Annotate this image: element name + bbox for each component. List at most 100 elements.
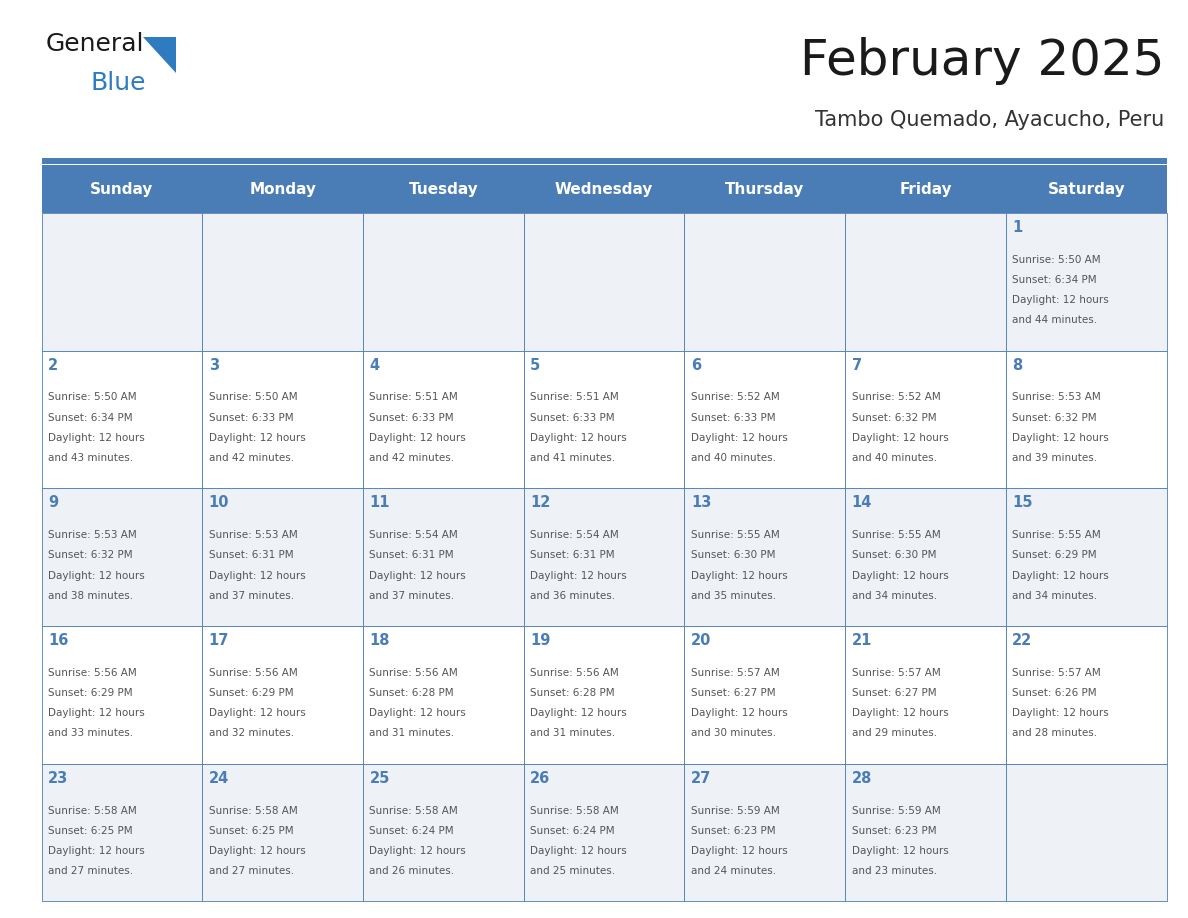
Text: Wednesday: Wednesday xyxy=(555,182,653,196)
Text: Sunday: Sunday xyxy=(90,182,153,196)
Text: 23: 23 xyxy=(48,771,68,786)
Text: Sunset: 6:25 PM: Sunset: 6:25 PM xyxy=(209,826,293,835)
Text: Sunrise: 5:53 AM: Sunrise: 5:53 AM xyxy=(48,531,137,540)
Bar xyxy=(524,626,684,764)
Bar xyxy=(684,213,845,351)
Text: Sunrise: 5:59 AM: Sunrise: 5:59 AM xyxy=(852,806,941,815)
Text: and 26 minutes.: and 26 minutes. xyxy=(369,867,455,876)
Text: Sunrise: 5:56 AM: Sunrise: 5:56 AM xyxy=(48,668,137,677)
Text: Sunset: 6:33 PM: Sunset: 6:33 PM xyxy=(691,413,776,422)
Text: Daylight: 12 hours: Daylight: 12 hours xyxy=(852,709,948,718)
Text: Daylight: 12 hours: Daylight: 12 hours xyxy=(530,433,627,442)
Text: and 27 minutes.: and 27 minutes. xyxy=(48,867,133,876)
Text: 9: 9 xyxy=(48,496,58,510)
Text: Sunrise: 5:57 AM: Sunrise: 5:57 AM xyxy=(852,668,941,677)
Text: Sunrise: 5:55 AM: Sunrise: 5:55 AM xyxy=(1012,531,1101,540)
Text: 12: 12 xyxy=(530,496,550,510)
Text: and 31 minutes.: and 31 minutes. xyxy=(369,729,455,738)
Text: Sunrise: 5:52 AM: Sunrise: 5:52 AM xyxy=(852,393,941,402)
Text: and 34 minutes.: and 34 minutes. xyxy=(1012,591,1098,600)
Text: Saturday: Saturday xyxy=(1048,182,1125,196)
Bar xyxy=(202,213,364,351)
Text: Sunrise: 5:57 AM: Sunrise: 5:57 AM xyxy=(691,668,779,677)
Text: Daylight: 12 hours: Daylight: 12 hours xyxy=(1012,709,1110,718)
Text: and 44 minutes.: and 44 minutes. xyxy=(1012,316,1098,325)
Bar xyxy=(42,158,1167,164)
Text: Sunrise: 5:54 AM: Sunrise: 5:54 AM xyxy=(369,531,459,540)
Text: Sunset: 6:30 PM: Sunset: 6:30 PM xyxy=(852,551,936,560)
Bar xyxy=(1006,626,1167,764)
Text: Sunrise: 5:58 AM: Sunrise: 5:58 AM xyxy=(369,806,459,815)
Text: Daylight: 12 hours: Daylight: 12 hours xyxy=(48,570,145,580)
Text: Sunset: 6:32 PM: Sunset: 6:32 PM xyxy=(1012,413,1097,422)
Text: and 33 minutes.: and 33 minutes. xyxy=(48,729,133,738)
Text: Daylight: 12 hours: Daylight: 12 hours xyxy=(209,570,305,580)
Text: and 43 minutes.: and 43 minutes. xyxy=(48,453,133,463)
Text: 2: 2 xyxy=(48,357,58,373)
Text: Sunset: 6:33 PM: Sunset: 6:33 PM xyxy=(209,413,293,422)
Text: Tambo Quemado, Ayacucho, Peru: Tambo Quemado, Ayacucho, Peru xyxy=(815,110,1164,130)
Text: Tuesday: Tuesday xyxy=(409,182,479,196)
Bar xyxy=(684,488,845,626)
Text: 5: 5 xyxy=(530,357,541,373)
Text: General: General xyxy=(45,32,144,56)
Bar xyxy=(684,764,845,901)
Text: and 25 minutes.: and 25 minutes. xyxy=(530,867,615,876)
Text: 24: 24 xyxy=(209,771,229,786)
Text: Sunset: 6:32 PM: Sunset: 6:32 PM xyxy=(852,413,936,422)
Text: 25: 25 xyxy=(369,771,390,786)
Text: Sunset: 6:27 PM: Sunset: 6:27 PM xyxy=(691,688,776,698)
Text: 15: 15 xyxy=(1012,496,1032,510)
Text: Daylight: 12 hours: Daylight: 12 hours xyxy=(369,709,466,718)
Text: and 32 minutes.: and 32 minutes. xyxy=(209,729,293,738)
Polygon shape xyxy=(143,37,176,73)
Text: and 36 minutes.: and 36 minutes. xyxy=(530,591,615,600)
Text: and 24 minutes.: and 24 minutes. xyxy=(691,867,776,876)
Bar xyxy=(364,626,524,764)
Bar xyxy=(202,626,364,764)
Bar xyxy=(524,213,684,351)
Text: 21: 21 xyxy=(852,633,872,648)
Bar xyxy=(845,764,1006,901)
Text: Sunset: 6:32 PM: Sunset: 6:32 PM xyxy=(48,551,133,560)
Bar xyxy=(684,351,845,488)
Text: and 23 minutes.: and 23 minutes. xyxy=(852,867,936,876)
Bar xyxy=(42,165,1167,213)
Text: 10: 10 xyxy=(209,496,229,510)
Text: Sunrise: 5:50 AM: Sunrise: 5:50 AM xyxy=(209,393,297,402)
Text: and 40 minutes.: and 40 minutes. xyxy=(852,453,936,463)
Bar xyxy=(42,764,202,901)
Bar xyxy=(1006,351,1167,488)
Text: Sunrise: 5:51 AM: Sunrise: 5:51 AM xyxy=(530,393,619,402)
Text: Sunset: 6:23 PM: Sunset: 6:23 PM xyxy=(852,826,936,835)
Text: Sunset: 6:29 PM: Sunset: 6:29 PM xyxy=(48,688,133,698)
Text: and 42 minutes.: and 42 minutes. xyxy=(369,453,455,463)
Text: Sunrise: 5:50 AM: Sunrise: 5:50 AM xyxy=(48,393,137,402)
Text: Daylight: 12 hours: Daylight: 12 hours xyxy=(852,846,948,856)
Bar xyxy=(1006,213,1167,351)
Text: Sunset: 6:30 PM: Sunset: 6:30 PM xyxy=(691,551,776,560)
Bar xyxy=(1006,764,1167,901)
Bar xyxy=(845,626,1006,764)
Text: Sunset: 6:23 PM: Sunset: 6:23 PM xyxy=(691,826,776,835)
Text: and 38 minutes.: and 38 minutes. xyxy=(48,591,133,600)
Bar xyxy=(42,626,202,764)
Text: Sunrise: 5:55 AM: Sunrise: 5:55 AM xyxy=(691,531,779,540)
Text: Daylight: 12 hours: Daylight: 12 hours xyxy=(852,570,948,580)
Text: Sunrise: 5:58 AM: Sunrise: 5:58 AM xyxy=(530,806,619,815)
Bar xyxy=(364,488,524,626)
Bar xyxy=(42,213,202,351)
Text: and 37 minutes.: and 37 minutes. xyxy=(369,591,455,600)
Text: 27: 27 xyxy=(691,771,712,786)
Bar xyxy=(845,213,1006,351)
Text: Sunrise: 5:51 AM: Sunrise: 5:51 AM xyxy=(369,393,459,402)
Text: 20: 20 xyxy=(691,633,712,648)
Text: Sunset: 6:29 PM: Sunset: 6:29 PM xyxy=(209,688,293,698)
Text: 3: 3 xyxy=(209,357,219,373)
Text: and 34 minutes.: and 34 minutes. xyxy=(852,591,936,600)
Bar xyxy=(202,351,364,488)
Text: Thursday: Thursday xyxy=(725,182,804,196)
Text: Daylight: 12 hours: Daylight: 12 hours xyxy=(1012,433,1110,442)
Bar xyxy=(524,351,684,488)
Text: Daylight: 12 hours: Daylight: 12 hours xyxy=(48,709,145,718)
